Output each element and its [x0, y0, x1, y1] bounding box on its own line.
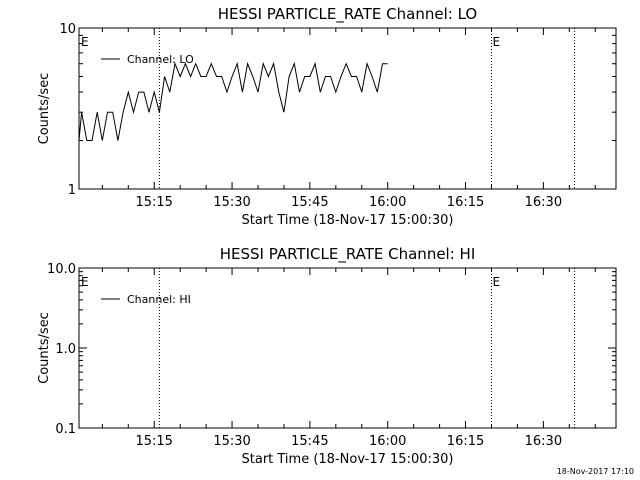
panel1-x-tick-label: 16:15 [447, 195, 484, 210]
panel2-x-axis-label: Start Time (18-Nov-17 15:00:30) [242, 452, 454, 467]
panel1-x-axis-label: Start Time (18-Nov-17 15:00:30) [242, 213, 454, 228]
panel2-x-tick-label: 15:30 [213, 434, 250, 449]
panel1-x-tick-label: 15:30 [213, 195, 250, 210]
panel2-start-marker: E [81, 275, 89, 289]
panel1-x-tick-label: 16:30 [525, 195, 562, 210]
panel1-plot-frame [78, 27, 617, 190]
footer-timestamp: 18-Nov-2017 17:10 [556, 467, 634, 476]
panel2-title: HESSI PARTICLE_RATE Channel: HI [220, 245, 476, 264]
panel2-y-tick-label: 10.0 [47, 262, 76, 277]
panel1-start-marker: E [81, 35, 89, 49]
panel1-legend-label: Channel: LO [127, 53, 194, 66]
panel2-x-tick-label: 16:30 [525, 434, 562, 449]
panel2-y-tick-label: 0.1 [55, 422, 76, 437]
panel1-x-tick-label: 15:45 [291, 195, 328, 210]
panel2-legend-label: Channel: HI [127, 293, 191, 306]
panel1-y-tick-label: 1 [68, 183, 76, 198]
panel2-x-tick-label: 15:45 [291, 434, 328, 449]
panel1-event-label: E [492, 35, 500, 49]
panel2-x-tick-label: 15:15 [135, 434, 172, 449]
panel2-y-tick-label: 1.0 [55, 342, 76, 357]
panel2-event-label: E [492, 275, 500, 289]
panel2-x-tick-label: 16:15 [447, 434, 484, 449]
panel1-title: HESSI PARTICLE_RATE Channel: LO [218, 5, 477, 24]
panel1-x-tick-label: 15:15 [135, 195, 172, 210]
panel1-y-axis-label: Counts/sec [37, 73, 52, 145]
panel2-y-axis-label: Counts/sec [37, 312, 52, 384]
panel1-y-tick-label: 10 [59, 22, 76, 37]
panel2-x-tick-label: 16:00 [369, 434, 406, 449]
panel1-x-tick-label: 16:00 [369, 195, 406, 210]
panel1-series-line [78, 61, 388, 141]
